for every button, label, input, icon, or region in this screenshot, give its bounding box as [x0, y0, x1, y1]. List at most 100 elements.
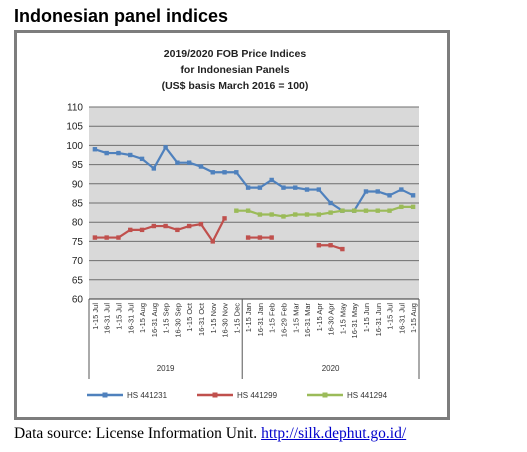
- legend-label: HS 441299: [237, 391, 278, 400]
- chart-title-line: (US$ basis March 2016 = 100): [162, 80, 309, 92]
- series-point-2: [139, 227, 145, 233]
- series-point-3: [351, 208, 357, 213]
- series-point-3: [410, 204, 416, 210]
- series-point-1: [151, 166, 157, 171]
- series-point-1: [387, 193, 392, 198]
- y-tick-label: 75: [72, 237, 84, 248]
- series-point-1: [399, 187, 404, 192]
- chart-title-line: 2019/2020 FOB Price Indices: [164, 48, 307, 60]
- series-point-2: [128, 227, 133, 233]
- series-point-2: [104, 235, 109, 240]
- x-tick-label: 16-31 Jul: [103, 303, 112, 334]
- x-tick-label: 1-15 Mar: [291, 303, 300, 334]
- series-point-3: [293, 212, 298, 217]
- legend-label: HS 441231: [127, 391, 168, 400]
- x-tick-label: 16-31 May: [350, 303, 359, 339]
- series-point-2: [186, 223, 192, 229]
- series-point-1: [139, 156, 145, 162]
- y-tick-label: 95: [72, 160, 84, 171]
- series-point-2: [198, 221, 204, 227]
- y-tick-label: 60: [72, 295, 84, 306]
- y-tick-label: 65: [72, 275, 84, 286]
- series-point-1: [281, 185, 286, 190]
- series-point-1: [104, 150, 109, 156]
- y-tick-label: 85: [72, 199, 84, 210]
- series-line-3: [236, 205, 414, 218]
- x-tick-label: 16-31 Jun: [374, 303, 383, 336]
- price-index-chart: 2019/2020 FOB Price Indices for Indonesia…: [17, 33, 447, 417]
- x-tick-label: 16-30 Nov: [221, 303, 230, 338]
- series-point-2: [222, 216, 227, 221]
- series-point-1: [375, 189, 380, 194]
- series-point-3: [269, 212, 274, 217]
- x-tick-label: 16-31 Aug: [150, 303, 159, 337]
- series-point-2: [328, 243, 333, 248]
- series-point-2: [116, 235, 121, 240]
- series-point-1: [222, 170, 227, 175]
- series-point-3: [257, 212, 263, 217]
- series-point-2: [163, 223, 168, 229]
- x-tick-label: 16-31 Jul: [397, 303, 406, 334]
- series-point-3: [328, 210, 333, 215]
- y-tick-label: 100: [66, 141, 83, 152]
- series-point-1: [245, 185, 251, 190]
- series-point-3: [363, 208, 369, 213]
- data-source-text: Data source: License Information Unit.: [14, 425, 258, 442]
- series-point-2: [316, 243, 322, 248]
- series-point-3: [387, 208, 392, 213]
- series-point-1: [92, 147, 98, 152]
- series-point-3: [340, 208, 345, 213]
- series-point-1: [328, 200, 333, 206]
- x-tick-label: 16-29 Feb: [279, 303, 288, 337]
- series-point-2: [151, 223, 157, 229]
- series-point-1: [234, 170, 239, 175]
- x-tick-label: 1-15 Jan: [244, 303, 253, 332]
- x-tick-label: 1-15 Jul: [114, 303, 123, 330]
- y-tick-label: 110: [67, 103, 83, 114]
- series-point-1: [269, 177, 274, 183]
- y-tick-label: 105: [66, 122, 83, 133]
- series-point-1: [293, 185, 298, 190]
- series-point-2: [340, 246, 345, 252]
- series-point-2: [210, 239, 215, 244]
- legend-swatch-marker: [322, 392, 328, 398]
- year-group-label: 2019: [157, 364, 175, 373]
- series-point-2: [245, 235, 251, 240]
- x-tick-label: 1-15 Jun: [362, 303, 371, 332]
- x-tick-label: 16-31 Oct: [197, 302, 206, 336]
- data-source-link[interactable]: http://silk.dephut.go.id/: [261, 425, 407, 442]
- year-group-label: 2020: [322, 364, 340, 373]
- x-tick-label: 16-30 Apr: [327, 303, 336, 336]
- series-point-1: [163, 145, 168, 150]
- series-point-1: [316, 187, 322, 192]
- series-point-1: [198, 164, 204, 169]
- series-point-1: [410, 193, 416, 198]
- x-tick-label: 1-15 Apr: [315, 303, 324, 332]
- legend-swatch-marker: [102, 392, 108, 398]
- series-point-2: [257, 235, 263, 240]
- series-point-2: [269, 235, 274, 240]
- x-tick-label: 1-15 Aug: [409, 303, 418, 333]
- legend-label: HS 441294: [347, 391, 388, 400]
- series-point-2: [175, 227, 180, 233]
- series-point-3: [375, 208, 380, 213]
- x-tick-label: 16-31 Jul: [126, 303, 135, 334]
- series-point-3: [399, 204, 404, 210]
- page-title: Indonesian panel indices: [14, 6, 229, 26]
- series-point-3: [281, 214, 286, 219]
- x-tick-label: 1-15 May: [338, 303, 347, 335]
- x-tick-label: 1-15 Aug: [138, 303, 147, 333]
- y-tick-label: 90: [72, 179, 84, 190]
- series-point-3: [316, 212, 322, 217]
- x-tick-label: 1-15 Feb: [268, 303, 277, 333]
- series-point-3: [304, 212, 310, 217]
- series-point-1: [175, 160, 180, 165]
- series-point-1: [186, 160, 192, 165]
- x-tick-label: 1-15 Nov: [209, 303, 218, 334]
- x-tick-label: 16-31 Mar: [303, 303, 312, 338]
- y-tick-label: 70: [72, 256, 84, 267]
- chart-title-line: for Indonesian Panels: [180, 64, 289, 76]
- series-point-1: [257, 185, 263, 190]
- x-tick-label: 1-15 Sep: [162, 303, 171, 333]
- legend-swatch-marker: [212, 392, 218, 398]
